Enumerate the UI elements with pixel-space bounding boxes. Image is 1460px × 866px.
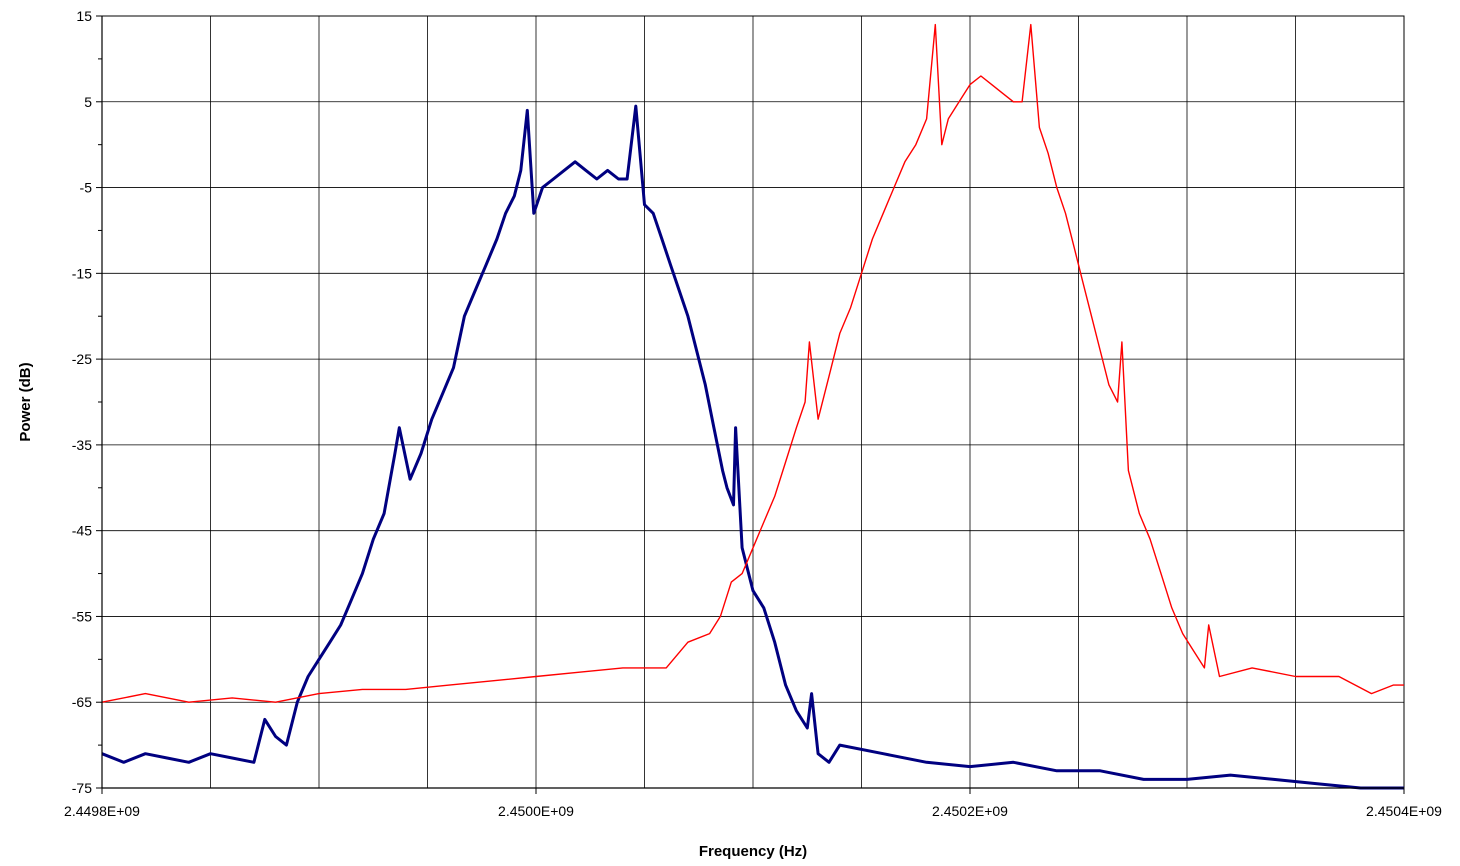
- y-tick-label: 15: [76, 8, 92, 24]
- y-tick-label: -5: [80, 180, 93, 196]
- y-tick-label: -25: [72, 351, 92, 367]
- y-tick-label: -15: [72, 265, 92, 281]
- y-tick-label: -65: [72, 694, 92, 710]
- x-axis-title: Frequency (Hz): [699, 843, 807, 860]
- x-tick-label: 2.4502E+09: [932, 803, 1008, 819]
- series-line-1: [101, 104, 1404, 790]
- x-tick-label: 2.4504E+09: [1366, 803, 1442, 819]
- x-tick-label: 2.4500E+09: [498, 803, 574, 819]
- series-line-2: [101, 23, 1404, 703]
- grid-lines: [102, 16, 1404, 788]
- x-tick-label: 2.4498E+09: [64, 803, 140, 819]
- y-tick-label: -55: [72, 608, 92, 624]
- series-layer: [101, 23, 1404, 790]
- y-tick-label: -45: [72, 523, 92, 539]
- y-axis-title: Power (dB): [17, 362, 34, 441]
- y-tick-label: -75: [72, 780, 92, 796]
- y-tick-label: -35: [72, 437, 92, 453]
- x-axis-ticks: 2.4498E+09 2.4500E+09 2.4502E+09 2.4504E+09: [64, 788, 1442, 819]
- y-tick-label: 5: [84, 94, 92, 110]
